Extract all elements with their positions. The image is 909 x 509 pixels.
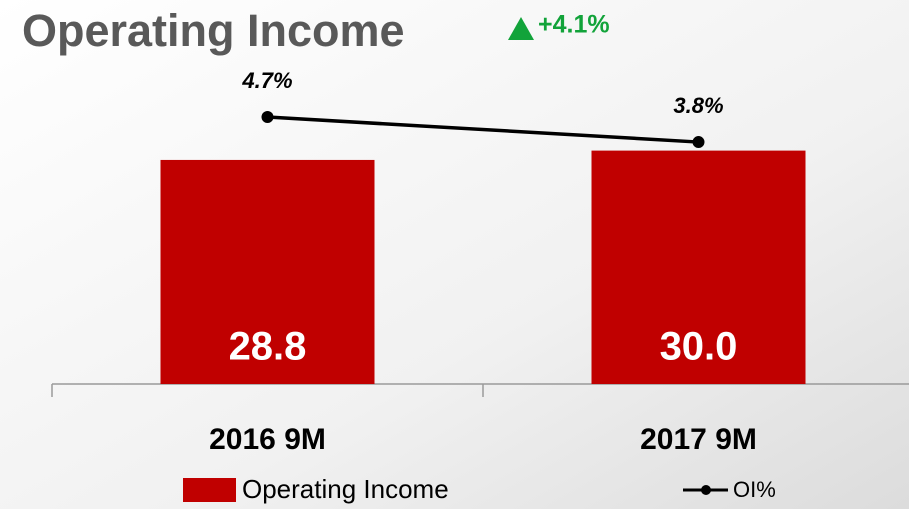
line-point [262, 111, 274, 123]
legend-label: Operating Income [242, 474, 449, 504]
legend-swatch [183, 478, 236, 502]
chart-title: Operating Income [22, 5, 405, 56]
line-value-label: 3.8% [673, 93, 723, 118]
chart: Operating Income +4.1% 2016 9M 2017 9M 28.… [0, 0, 909, 509]
page: {"chart_data": {"type": "bar", "title": … [0, 0, 909, 509]
legend-swatch-dot [701, 485, 711, 495]
x-tick-label: 2017 9M [640, 423, 757, 456]
legend-label: OI% [733, 477, 776, 502]
bar-value-label: 30.0 [660, 325, 738, 369]
annotation: +4.1% [538, 11, 610, 39]
line-value-label: 4.7% [241, 68, 292, 93]
x-tick-label: 2016 9M [209, 423, 326, 456]
bar-value-label: 28.8 [229, 325, 307, 369]
line-point [693, 136, 705, 148]
